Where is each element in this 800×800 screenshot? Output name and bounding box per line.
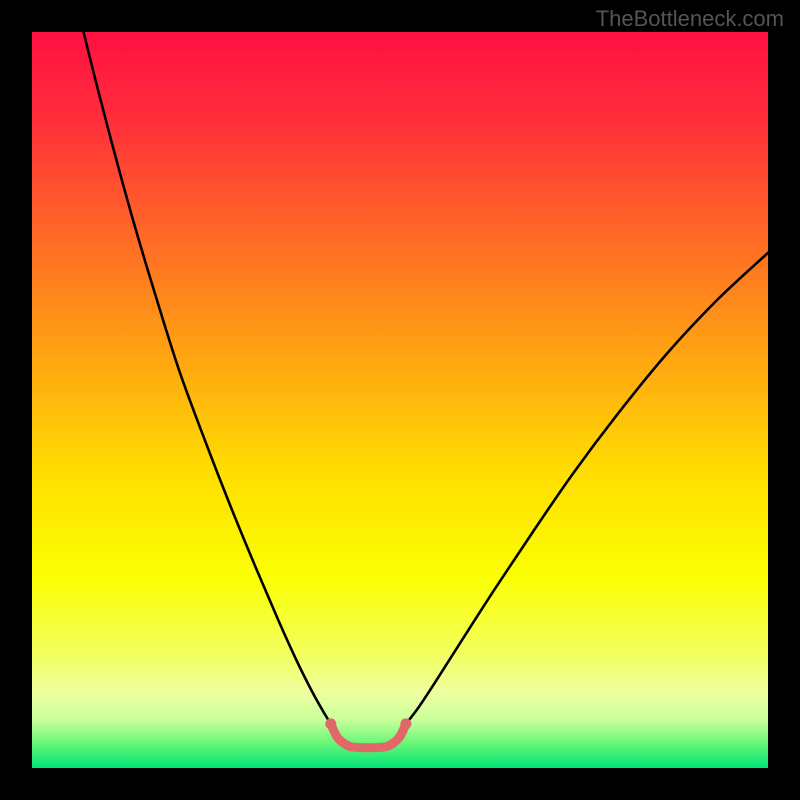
- bottleneck-chart: [0, 0, 800, 800]
- optimal-range-endpoint-right: [400, 718, 411, 729]
- chart-frame: TheBottleneck.com: [0, 0, 800, 800]
- watermark-text: TheBottleneck.com: [596, 6, 784, 32]
- optimal-range-endpoint-left: [325, 718, 336, 729]
- chart-background: [32, 32, 768, 768]
